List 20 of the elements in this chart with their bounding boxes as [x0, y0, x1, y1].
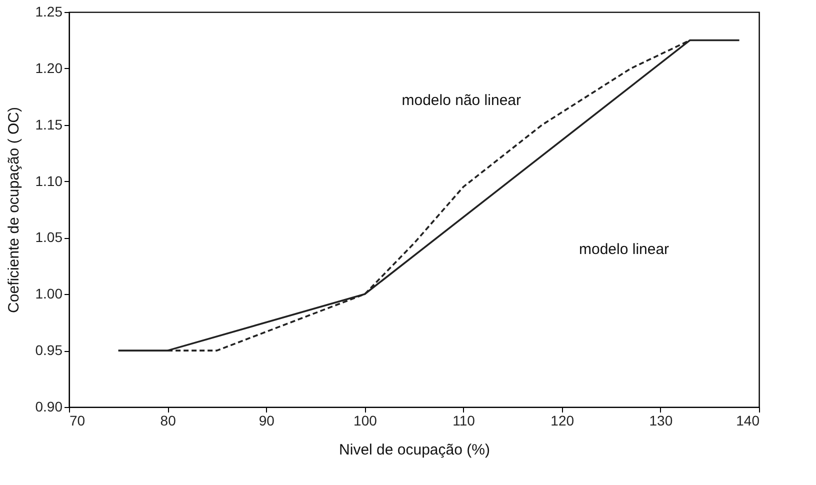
x-tick-label: 70: [70, 412, 86, 428]
y-tick-label: 1.10: [35, 172, 63, 189]
x-tick-label: 100: [354, 412, 378, 428]
x-axis-title: Nivel de ocupação (%): [339, 442, 490, 458]
x-tick-label: 120: [550, 412, 574, 428]
y-tick-label: 1.05: [35, 229, 63, 246]
y-axis-title: Coeficiente de ocupação ( OC): [5, 107, 22, 313]
y-tick-label: 1.00: [35, 286, 63, 302]
annotation: modelo não linear: [402, 92, 521, 109]
annotation: modelo linear: [579, 241, 670, 258]
y-tick-label: 1.20: [35, 60, 63, 76]
x-tick-label: 140: [736, 412, 760, 428]
y-tick-label: 0.90: [35, 398, 63, 414]
x-tick-label: 80: [160, 412, 176, 428]
x-tick-label: 130: [649, 412, 673, 428]
y-tick-label: 1.25: [35, 4, 63, 20]
y-tick-label: 1.15: [35, 116, 63, 132]
x-tick-label: 110: [452, 412, 476, 428]
x-tick-label: 90: [258, 412, 275, 428]
y-tick-label: 0.95: [35, 342, 63, 358]
